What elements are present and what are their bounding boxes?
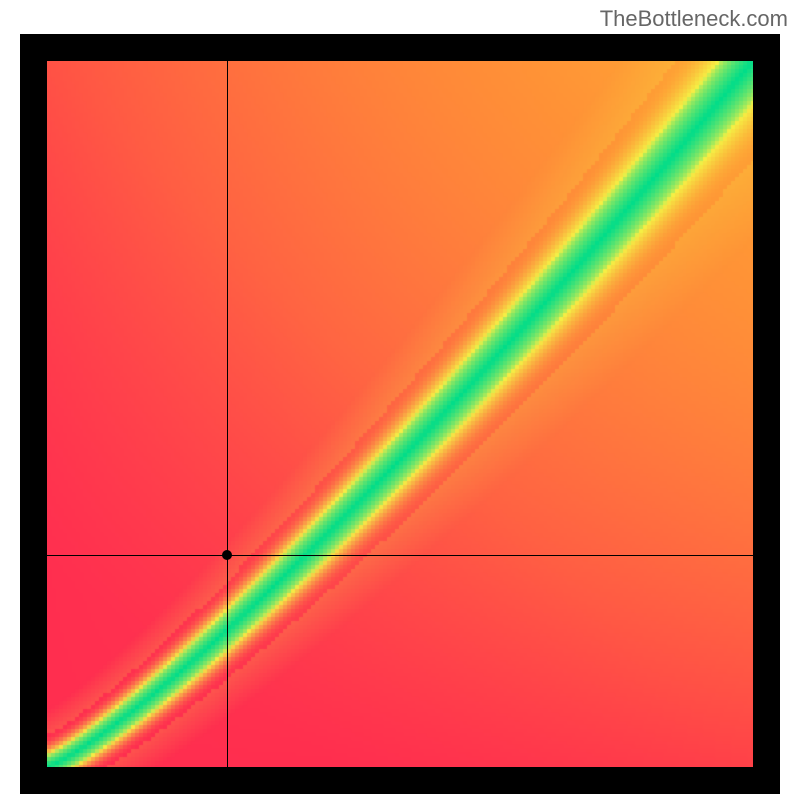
heatmap-plot-area xyxy=(47,61,753,767)
heatmap-canvas xyxy=(47,61,753,767)
crosshair-horizontal xyxy=(47,555,753,556)
watermark-text: TheBottleneck.com xyxy=(600,6,788,32)
bottleneck-marker-dot xyxy=(222,550,232,560)
plot-outer-frame xyxy=(20,34,780,794)
crosshair-vertical xyxy=(227,61,228,767)
